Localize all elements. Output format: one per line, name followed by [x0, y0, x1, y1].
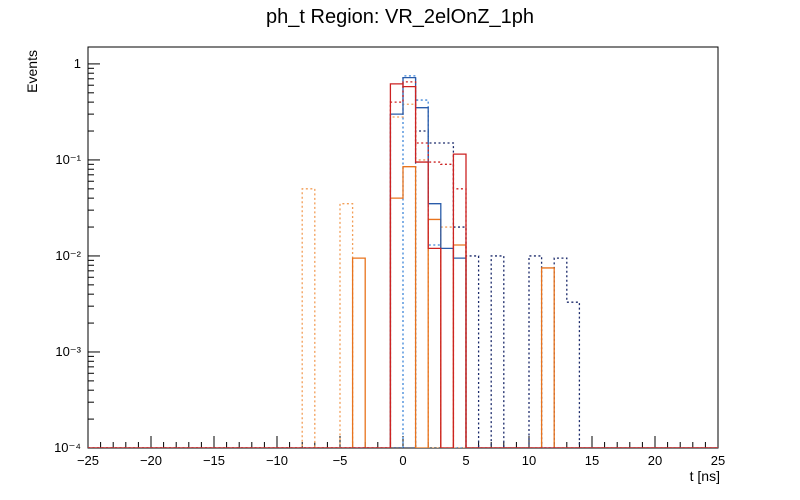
- svg-text:25: 25: [711, 453, 725, 468]
- chart-title: ph_t Region: VR_2elOnZ_1ph: [266, 6, 534, 28]
- svg-text:−5: −5: [333, 453, 348, 468]
- histogram-red-solid: [88, 83, 718, 448]
- svg-text:10: 10: [522, 453, 536, 468]
- svg-text:10⁻²: 10⁻²: [55, 248, 81, 263]
- svg-text:15: 15: [585, 453, 599, 468]
- svg-text:10⁻¹: 10⁻¹: [55, 152, 81, 167]
- svg-text:5: 5: [462, 453, 469, 468]
- svg-text:10⁻⁴: 10⁻⁴: [54, 440, 81, 455]
- histogram-lightblue-dotted: [88, 75, 718, 448]
- svg-text:1: 1: [74, 56, 81, 71]
- histogram-navy-dotted: [88, 130, 718, 448]
- svg-text:0: 0: [399, 453, 406, 468]
- svg-text:−10: −10: [266, 453, 288, 468]
- svg-text:−20: −20: [140, 453, 162, 468]
- histogram-orange-solid: [88, 166, 718, 448]
- svg-text:10⁻³: 10⁻³: [55, 344, 81, 359]
- x-axis-title: t [ns]: [689, 468, 720, 484]
- svg-text:−25: −25: [77, 453, 99, 468]
- svg-text:20: 20: [648, 453, 662, 468]
- svg-text:−15: −15: [203, 453, 225, 468]
